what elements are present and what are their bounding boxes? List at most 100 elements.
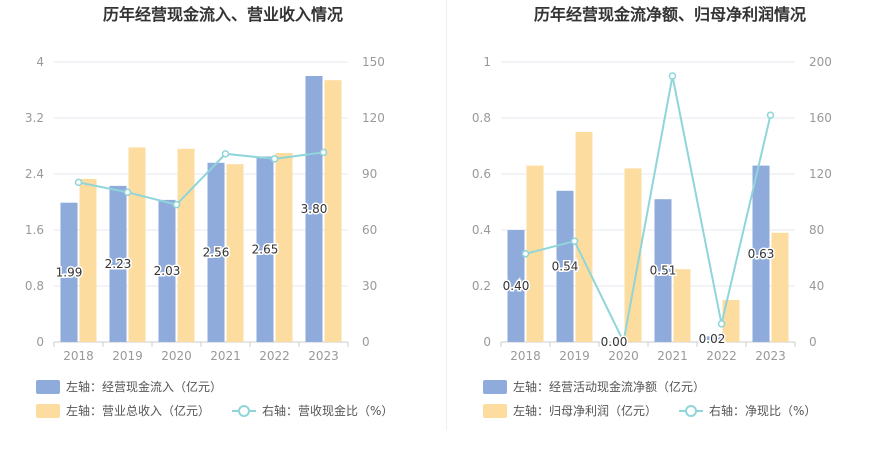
bar-secondary bbox=[177, 148, 195, 342]
legend-label: 左轴：经营活动现金流净额（亿元） bbox=[513, 379, 705, 394]
bar-data-label: 2.03 bbox=[154, 264, 181, 278]
x-axis-tick-label: 2022 bbox=[706, 349, 737, 363]
bar-data-label: 2.56 bbox=[203, 245, 230, 259]
bar-data-label: 0.51 bbox=[650, 264, 677, 278]
bar-secondary bbox=[526, 165, 544, 342]
left-axis-tick-label: 0.8 bbox=[472, 111, 491, 125]
bar-secondary bbox=[79, 178, 97, 342]
line-point bbox=[717, 320, 726, 328]
bar-secondary bbox=[324, 80, 342, 342]
legend-swatch bbox=[483, 380, 507, 394]
right-axis-tick-label: 40 bbox=[809, 279, 824, 293]
bar-secondary bbox=[771, 232, 789, 342]
chart-panel-cash-inflow-revenue: 历年经营现金流入、营业收入情况 0 0 0.8 30 1.6 60 2.4 90 3.2 120 4 1… bbox=[0, 0, 446, 458]
bar-data-label: 0.54 bbox=[552, 259, 579, 273]
legend-label: 右轴：营收现金比（%） bbox=[262, 403, 393, 418]
legend-swatch bbox=[36, 404, 60, 418]
x-axis-tick-label: 2021 bbox=[657, 349, 688, 363]
legend-label: 左轴：营业总收入（亿元） bbox=[66, 403, 210, 418]
left-axis-tick-label: 0 bbox=[483, 335, 491, 349]
line-point bbox=[270, 155, 279, 163]
bar-data-label: 3.80 bbox=[301, 202, 328, 216]
bar-primary bbox=[256, 156, 274, 342]
bar-data-label: 0.00 bbox=[601, 335, 628, 349]
legend-label: 左轴：归母净利润（亿元） bbox=[513, 403, 657, 418]
bar-primary bbox=[556, 190, 574, 342]
bar-secondary bbox=[722, 300, 740, 342]
left-axis-tick-label: 3.2 bbox=[25, 111, 44, 125]
line-point bbox=[619, 337, 628, 346]
bar-secondary bbox=[575, 132, 593, 342]
bar-secondary bbox=[673, 269, 691, 342]
line-point bbox=[74, 178, 83, 187]
bar-data-label: 0.63 bbox=[748, 247, 775, 261]
x-axis-tick-label: 2022 bbox=[259, 349, 290, 363]
bar-secondary bbox=[226, 164, 244, 342]
left-axis-tick-label: 1 bbox=[483, 55, 491, 69]
bar-primary bbox=[158, 199, 176, 342]
left-axis-tick-label: 2.4 bbox=[25, 167, 44, 181]
legend-line-marker bbox=[238, 405, 250, 417]
chart-panel-net-cash-profit: 历年经营现金流净额、归母净利润情况 0 0 0.2 40 0.4 80 0.6 120 0.8 16… bbox=[447, 0, 893, 458]
x-axis-tick-label: 2023 bbox=[755, 349, 786, 363]
left-axis-tick-label: 0.2 bbox=[472, 279, 491, 293]
bar-secondary bbox=[275, 153, 293, 342]
x-axis-tick-label: 2019 bbox=[559, 349, 590, 363]
x-axis-tick-label: 2021 bbox=[210, 349, 241, 363]
bar-data-label: 0.40 bbox=[503, 279, 530, 293]
chart-cash-inflow-revenue: 历年经营现金流入、营业收入情况 0 0 0.8 30 1.6 60 2.4 90 3.2 120 4 1… bbox=[25, 5, 393, 418]
line-series bbox=[525, 75, 772, 345]
bar-primary bbox=[507, 230, 525, 342]
bar-secondary bbox=[624, 168, 642, 342]
right-axis-tick-label: 80 bbox=[809, 223, 824, 237]
legend-swatch bbox=[483, 404, 507, 418]
bar-data-label: 1.99 bbox=[56, 265, 83, 279]
bar-primary bbox=[752, 165, 770, 342]
chart-title: 历年经营现金流净额、归母净利润情况 bbox=[534, 5, 806, 24]
right-axis-tick-label: 0 bbox=[362, 335, 370, 349]
line-point bbox=[521, 250, 530, 258]
bar-primary bbox=[305, 76, 323, 342]
right-axis-tick-label: 0 bbox=[809, 335, 817, 349]
panel-divider bbox=[446, 0, 447, 430]
left-axis-tick-label: 0.8 bbox=[25, 279, 44, 293]
bar-data-label: 0.02 bbox=[699, 332, 726, 346]
right-axis-tick-label: 200 bbox=[809, 55, 832, 69]
chart-net-cash-profit: 历年经营现金流净额、归母净利润情况 0 0 0.2 40 0.4 80 0.6 120 0.8 16… bbox=[472, 5, 832, 418]
bar-primary bbox=[703, 336, 721, 342]
line-point bbox=[319, 148, 328, 157]
bar-primary bbox=[109, 185, 127, 342]
left-axis-tick-label: 4 bbox=[36, 55, 44, 69]
line-point bbox=[221, 150, 230, 158]
line-point bbox=[123, 188, 132, 197]
left-axis-tick-label: 0.4 bbox=[472, 223, 491, 237]
bar-data-label: 2.65 bbox=[252, 242, 279, 256]
right-axis-tick-label: 120 bbox=[362, 111, 385, 125]
right-axis-tick-label: 90 bbox=[362, 167, 377, 181]
x-axis-tick-label: 2020 bbox=[161, 349, 192, 363]
right-axis-tick-label: 150 bbox=[362, 55, 385, 69]
legend-label: 左轴：经营现金流入（亿元） bbox=[66, 379, 222, 394]
x-axis-tick-label: 2023 bbox=[308, 349, 339, 363]
right-axis-tick-label: 160 bbox=[809, 111, 832, 125]
line-point bbox=[766, 111, 775, 119]
bar-data-label: 2.23 bbox=[105, 257, 132, 271]
bar-primary bbox=[60, 202, 78, 342]
left-axis-tick-label: 0 bbox=[36, 335, 44, 349]
x-axis-tick-label: 2020 bbox=[608, 349, 639, 363]
right-axis-tick-label: 60 bbox=[362, 223, 377, 237]
legend-label: 右轴：净现比（%） bbox=[709, 403, 816, 418]
x-axis-tick-label: 2018 bbox=[510, 349, 541, 363]
x-axis-tick-label: 2018 bbox=[63, 349, 94, 363]
legend-swatch bbox=[36, 380, 60, 394]
line-series bbox=[78, 151, 324, 206]
line-point bbox=[668, 72, 677, 80]
left-axis-tick-label: 0.6 bbox=[472, 167, 491, 181]
bar-primary bbox=[207, 162, 225, 342]
x-axis-tick-label: 2019 bbox=[112, 349, 143, 363]
line-point bbox=[570, 237, 579, 245]
right-axis-tick-label: 30 bbox=[362, 279, 377, 293]
bar-secondary bbox=[128, 147, 146, 342]
bar-primary bbox=[654, 199, 672, 342]
legend-line-marker bbox=[685, 405, 697, 417]
